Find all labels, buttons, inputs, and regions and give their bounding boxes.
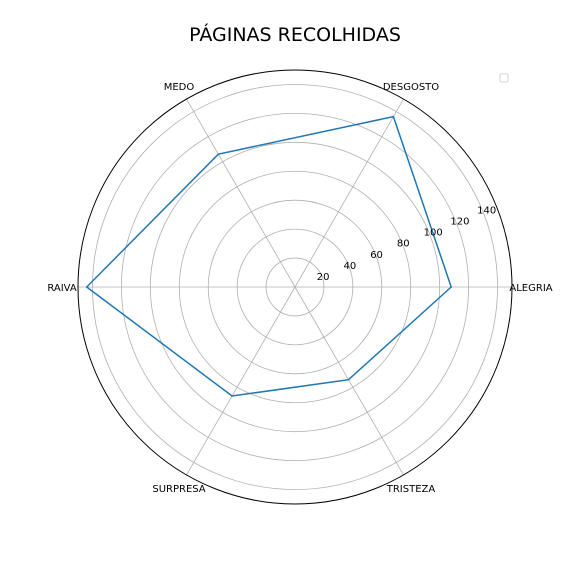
r-tick-label: 80 — [397, 239, 410, 250]
r-tick-label: 20 — [317, 272, 330, 283]
data-point — [392, 115, 395, 118]
series-line — [85, 115, 452, 397]
category-label: TRISTEZA — [386, 484, 436, 495]
spoke-line — [294, 286, 404, 476]
r-tick-label: 40 — [343, 261, 356, 272]
spoke-line — [294, 98, 404, 288]
r-tick-label: 60 — [370, 250, 383, 261]
legend-box — [499, 73, 509, 83]
data-point — [85, 286, 88, 288]
category-label: SURPRESA — [152, 484, 205, 495]
category-label: MEDO — [164, 82, 195, 93]
r-tick-label: 100 — [424, 228, 443, 239]
spoke-line — [186, 286, 296, 476]
category-label: ALEGRIA — [509, 283, 552, 294]
spoke-line — [186, 98, 296, 288]
grid-layer — [77, 69, 513, 505]
data-point — [347, 378, 350, 381]
data-point — [450, 286, 453, 288]
chart-title: PÁGINAS RECOLHIDAS — [189, 23, 401, 46]
outer-frame — [77, 69, 513, 505]
data-point — [217, 153, 220, 155]
label-layer: 20 40 60 80 100 120 140 ALEGRIA DESGOSTO MEDO RAIV… — [47, 82, 552, 495]
r-tick-label: 120 — [450, 217, 469, 228]
data-point — [231, 395, 233, 397]
r-tick-label: 140 — [477, 205, 496, 216]
series-layer — [85, 115, 453, 397]
category-label: RAIVA — [47, 283, 77, 294]
category-label: DESGOSTO — [383, 82, 439, 93]
